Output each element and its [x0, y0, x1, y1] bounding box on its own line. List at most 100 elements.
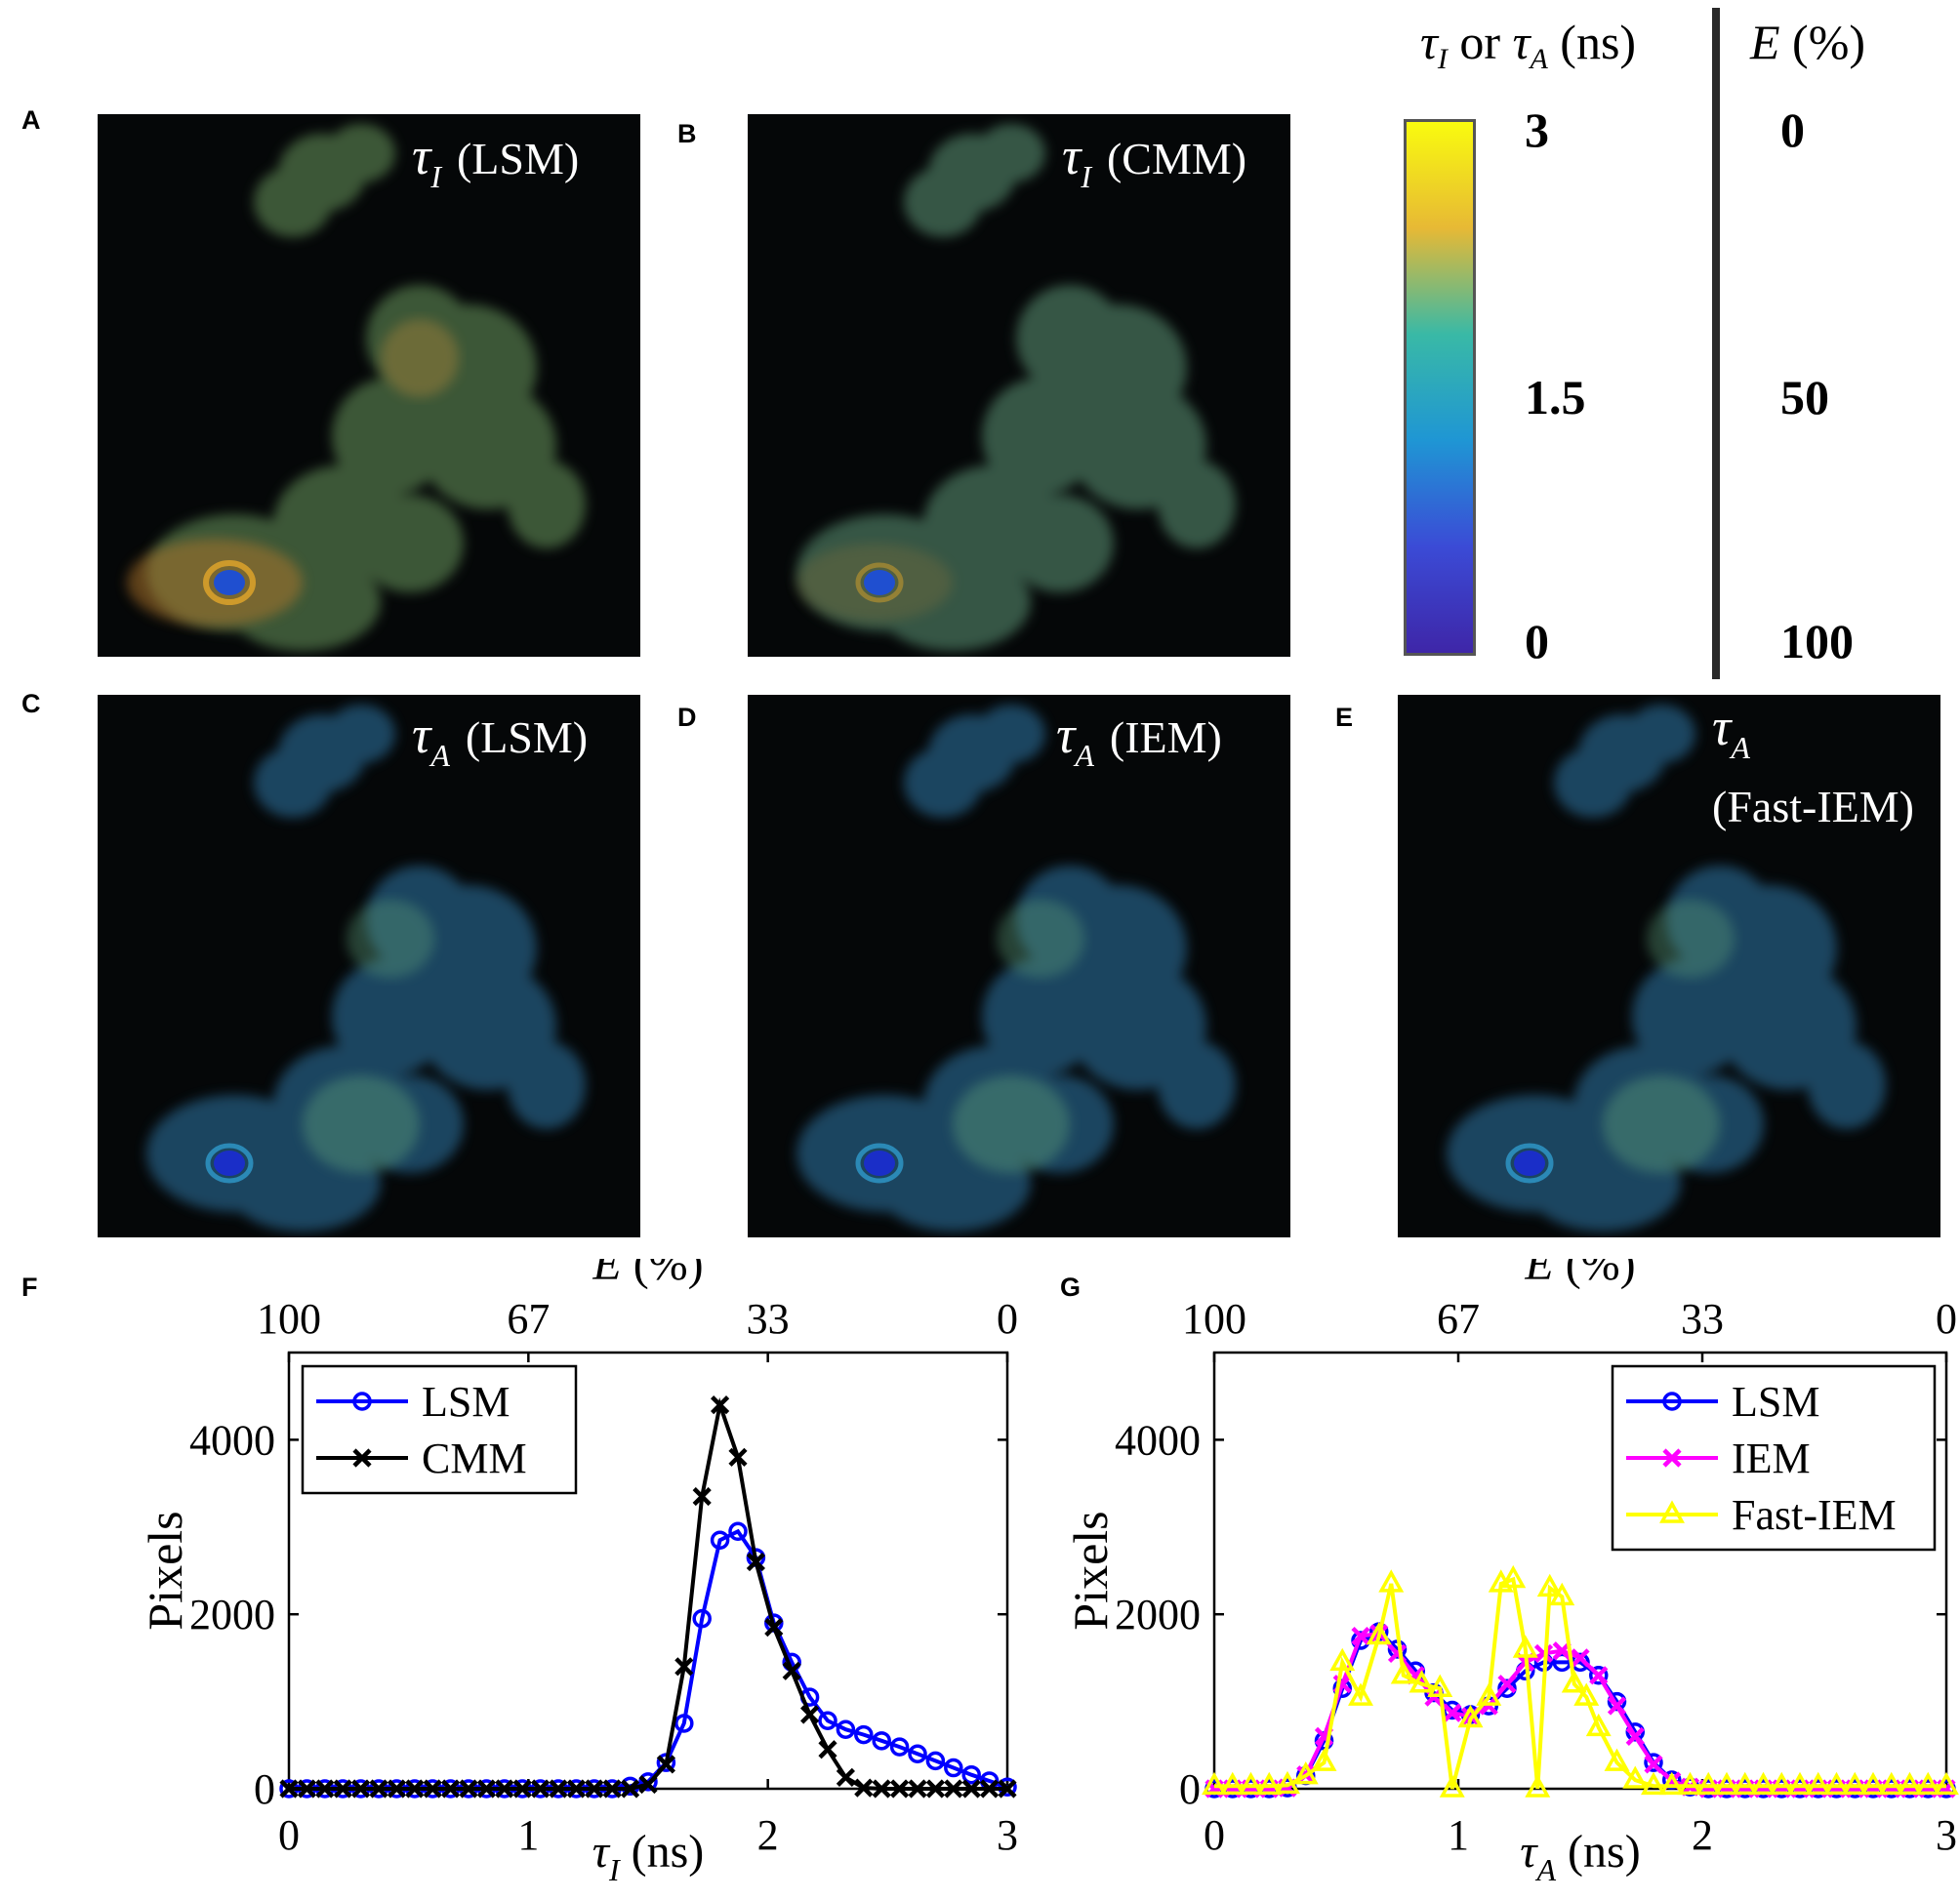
chart-g-point-lsm [1351, 1631, 1370, 1650]
chart-g-legend-label-lsm: LSM [1732, 1378, 1819, 1426]
chart-g-toptick-label: 33 [1681, 1295, 1724, 1343]
chart-g-point-iem [1571, 1648, 1590, 1668]
chart-f-point-cmm [711, 1395, 730, 1415]
chart-g-point-fast-iem [1219, 1771, 1245, 1796]
chart-g-point-fast-iem [1378, 1569, 1405, 1593]
chart-g-legend-marker-fast-iem [1659, 1500, 1685, 1523]
cell-image-c [98, 695, 640, 1237]
chart-g-point-fast-iem [1842, 1771, 1868, 1796]
colorbar-title: τI or τA (ns) [1420, 15, 1637, 75]
panel-e-label-symbol: τA [1712, 698, 1750, 765]
chart-f-point-cmm [961, 1779, 981, 1799]
chart-g-toptick-label: 67 [1437, 1295, 1480, 1343]
chart-g-series-fast-iem [1202, 1564, 1959, 1798]
chart-g-ytick-label: 2000 [1115, 1591, 1201, 1638]
chart-f-point-lsm [818, 1711, 837, 1731]
chart-f-ytick-label: 0 [254, 1765, 275, 1813]
chart-f-point-cmm [980, 1779, 1000, 1799]
chart-f-point-cmm [854, 1778, 874, 1798]
chart-f-point-cmm [351, 1779, 371, 1799]
chart-g-legend-marker-iem [1662, 1448, 1682, 1468]
chart-f-point-cmm [998, 1779, 1017, 1799]
chart-f-point-cmm [369, 1779, 388, 1799]
chart-g-point-fast-iem [1525, 1774, 1551, 1798]
chart-g-point-iem [1443, 1703, 1462, 1722]
panel-a-label: τI (LSM) [412, 127, 580, 194]
chart-g-point-fast-iem [1457, 1704, 1484, 1728]
chart-g-legend-label-iem: IEM [1732, 1435, 1811, 1482]
chart-g-point-fast-iem [1878, 1771, 1904, 1796]
chart-g-point-fast-iem [1512, 1635, 1538, 1658]
chart-f-point-cmm [944, 1779, 963, 1799]
chart-f-point-lsm [692, 1608, 712, 1629]
chart-g-point-fast-iem [1476, 1682, 1502, 1706]
chart-f-point-cmm [800, 1705, 820, 1724]
chart-f-toptick-label: 100 [257, 1295, 321, 1343]
chart-g-point-fast-iem [1860, 1771, 1886, 1796]
chart-f-point-cmm [423, 1779, 442, 1799]
chart-f-point-cmm [746, 1552, 765, 1572]
chart-f-point-cmm [549, 1779, 568, 1799]
colorbar-divider [1712, 8, 1720, 679]
chart-g-point-fast-iem [1536, 1573, 1563, 1597]
chart-g-point-fast-iem [1366, 1621, 1392, 1645]
chart-f-point-lsm [674, 1714, 694, 1733]
chart-f-point-cmm [441, 1779, 461, 1799]
chart-g-xtick-label: 2 [1692, 1811, 1713, 1859]
efficiency-tick-mid: 50 [1780, 370, 1829, 424]
chart-f-ytick-label: 2000 [189, 1591, 275, 1638]
chart-f-point-lsm [908, 1744, 927, 1763]
chart-f-series-cmm [279, 1395, 1017, 1799]
chart-f-point-cmm [692, 1486, 712, 1507]
colorbar-tick-top: 3 [1525, 102, 1549, 157]
chart-g-point-fast-iem [1823, 1771, 1850, 1796]
chart-f-point-cmm [279, 1779, 299, 1799]
chart-f-xlabel: τI (ns) [592, 1826, 705, 1887]
colorbar-gradient [1404, 119, 1476, 656]
panel-letter-g: G [1060, 1273, 1082, 1302]
chart-g-point-fast-iem [1787, 1771, 1813, 1796]
chart-g-point-fast-iem [1732, 1771, 1758, 1796]
chart-g-top-label: E (%) [1524, 1259, 1635, 1290]
panel-letter-c: C [21, 689, 41, 718]
efficiency-title: E (%) [1750, 15, 1865, 69]
chart-g-point-iem [1625, 1726, 1645, 1746]
chart-f-point-cmm [585, 1779, 604, 1799]
chart-f-point-lsm [836, 1719, 856, 1739]
chart-f-point-lsm [854, 1724, 874, 1745]
panel-letter-a: A [21, 105, 41, 135]
chart-f-point-cmm [621, 1779, 640, 1799]
chart-g-point-fast-iem [1549, 1582, 1575, 1606]
chart-f-point-cmm [890, 1779, 910, 1799]
image-panel-a: τI (LSM) [98, 114, 640, 657]
chart-f-point-lsm [944, 1758, 963, 1778]
chart-g-point-fast-iem [1897, 1771, 1923, 1796]
chart-f-point-cmm [333, 1779, 352, 1799]
chart-g-point-fast-iem [1695, 1771, 1722, 1796]
chart-f-point-cmm [531, 1779, 551, 1799]
efficiency-tick-top: 0 [1780, 102, 1805, 157]
chart-f-point-lsm [961, 1764, 981, 1785]
chart-f-point-lsm [728, 1521, 748, 1542]
chart-g-point-fast-iem [1427, 1674, 1453, 1697]
chart-g-point-fast-iem [1561, 1670, 1587, 1693]
chart-g-ytick-label: 0 [1179, 1765, 1201, 1813]
chart-f-point-cmm [476, 1779, 496, 1799]
chart-f-xtick-label: 2 [757, 1811, 779, 1859]
chart-f-point-lsm [889, 1737, 910, 1757]
panel-letter-f: F [21, 1273, 38, 1302]
chart-f-point-cmm [818, 1740, 837, 1759]
chart-f-legend-label-lsm: LSM [422, 1378, 510, 1426]
chart-g-xtick-label: 3 [1936, 1811, 1957, 1859]
cell-image-b [748, 114, 1290, 657]
chart-g-point-fast-iem [1769, 1771, 1795, 1796]
chart-f-legend-marker-cmm [352, 1448, 372, 1468]
chart-f-point-cmm [728, 1447, 748, 1467]
chart-g-point-fast-iem [1604, 1748, 1630, 1771]
chart-f-point-cmm [297, 1779, 316, 1799]
chart-g-point-fast-iem [1805, 1771, 1831, 1796]
chart-f-point-lsm [638, 1772, 658, 1792]
chart-g-point-fast-iem [1409, 1670, 1435, 1693]
cell-image-a [98, 114, 640, 657]
